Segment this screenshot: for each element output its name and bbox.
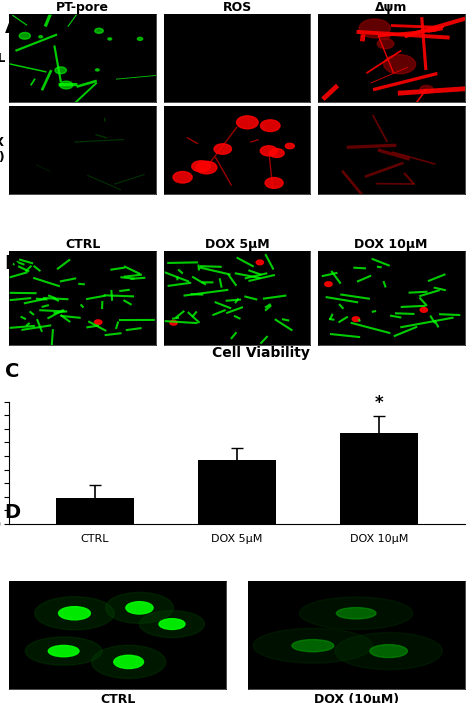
Title: PT-pore: PT-pore [56, 1, 109, 14]
Title: Δψm: Δψm [375, 1, 407, 14]
Ellipse shape [35, 597, 114, 630]
Text: Cell Viability: Cell Viability [212, 346, 310, 360]
Title: ROS: ROS [222, 1, 252, 14]
Circle shape [214, 144, 231, 154]
Circle shape [39, 36, 43, 38]
Ellipse shape [106, 593, 173, 624]
Circle shape [170, 321, 177, 325]
Circle shape [173, 172, 192, 183]
Circle shape [352, 317, 360, 321]
Circle shape [420, 308, 428, 312]
Circle shape [137, 37, 143, 41]
Ellipse shape [337, 607, 376, 619]
Circle shape [94, 320, 102, 325]
Bar [56, 498, 134, 524]
Bar [198, 460, 276, 524]
Circle shape [325, 282, 332, 287]
Ellipse shape [25, 637, 102, 665]
Text: C: C [5, 362, 19, 381]
Circle shape [108, 38, 112, 40]
Ellipse shape [59, 607, 91, 620]
Circle shape [19, 32, 30, 39]
Title: DOX 5μM: DOX 5μM [205, 238, 269, 251]
Circle shape [383, 55, 416, 74]
Ellipse shape [114, 655, 144, 669]
Circle shape [192, 161, 210, 172]
Title: CTRL: CTRL [65, 238, 100, 251]
Circle shape [261, 120, 280, 131]
X-axis label: CTRL: CTRL [100, 693, 136, 703]
Ellipse shape [292, 640, 334, 652]
Text: B: B [5, 254, 19, 273]
Circle shape [95, 28, 103, 33]
Title: DOX 10μM: DOX 10μM [355, 238, 428, 251]
Circle shape [265, 178, 283, 188]
Circle shape [196, 161, 217, 174]
Circle shape [237, 116, 258, 129]
X-axis label: DOX (10μM): DOX (10μM) [314, 693, 399, 703]
Circle shape [256, 260, 264, 265]
Circle shape [96, 69, 99, 71]
Circle shape [420, 85, 433, 93]
Circle shape [60, 81, 73, 89]
Circle shape [260, 146, 277, 156]
Ellipse shape [139, 611, 205, 638]
Ellipse shape [335, 633, 442, 670]
Ellipse shape [48, 645, 79, 657]
Circle shape [377, 39, 394, 49]
Ellipse shape [300, 597, 413, 629]
Ellipse shape [370, 645, 408, 657]
Bar [340, 433, 418, 524]
Circle shape [285, 143, 294, 148]
Ellipse shape [159, 619, 185, 629]
Circle shape [359, 19, 390, 38]
Circle shape [55, 67, 66, 74]
Text: *: * [375, 394, 383, 413]
Y-axis label: CTRL: CTRL [0, 51, 5, 65]
Circle shape [270, 148, 284, 157]
Circle shape [380, 34, 390, 39]
Text: D: D [5, 503, 21, 522]
Text: A: A [5, 18, 20, 37]
Y-axis label: DOX
(10μM): DOX (10μM) [0, 136, 5, 165]
Ellipse shape [253, 628, 373, 663]
Ellipse shape [126, 602, 153, 614]
Ellipse shape [91, 645, 166, 678]
